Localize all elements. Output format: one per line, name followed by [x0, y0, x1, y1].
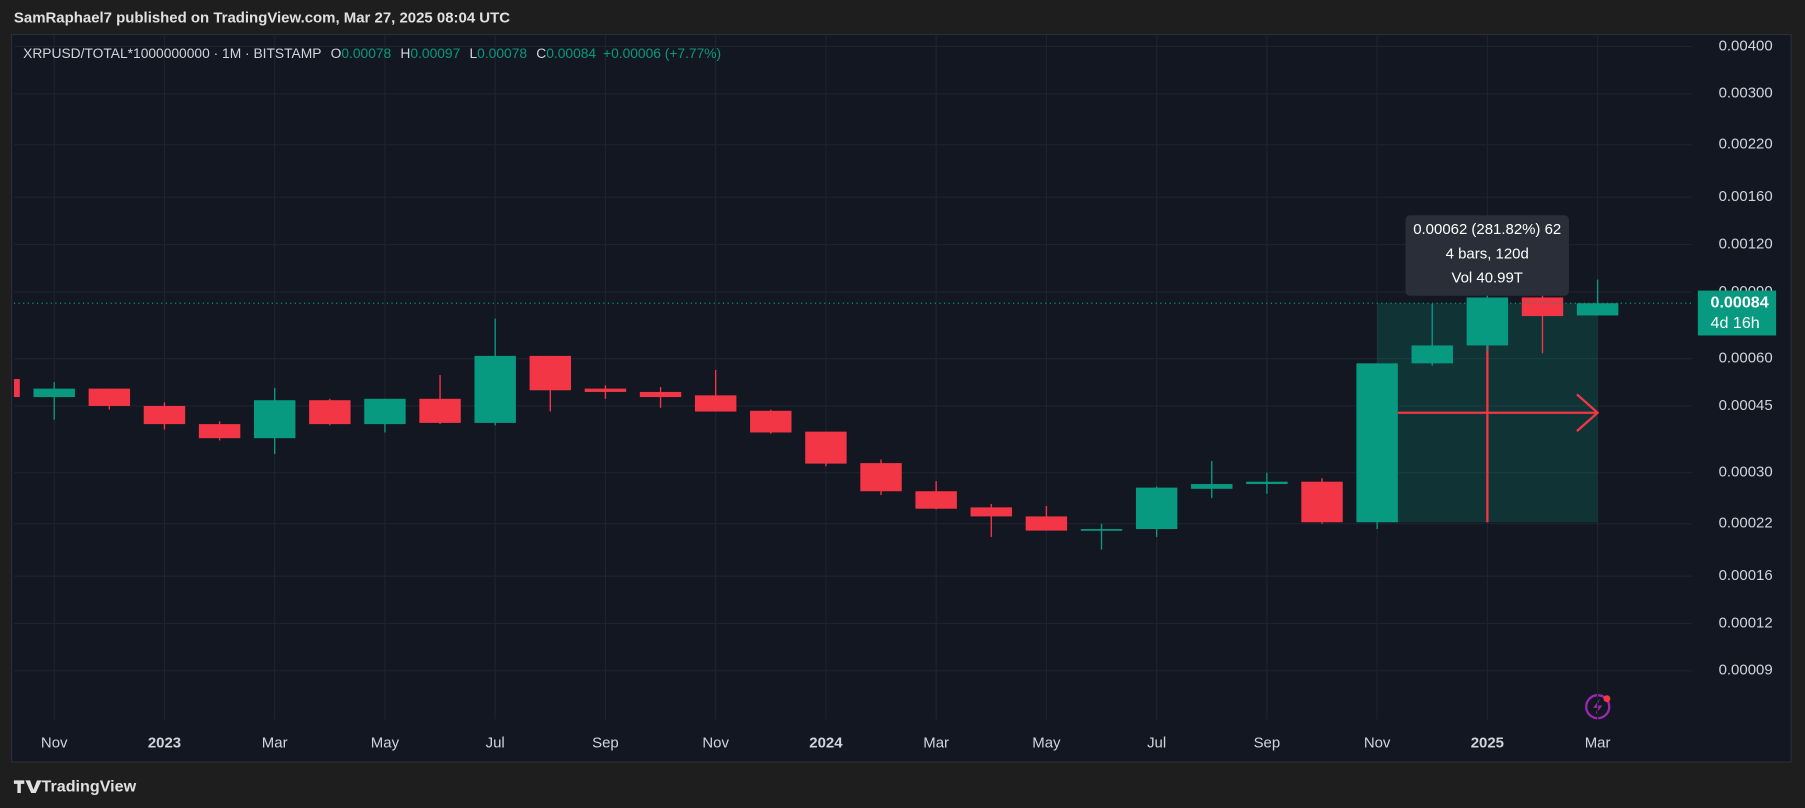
x-tick-label: Nov: [41, 734, 68, 751]
ohlc-label: L: [469, 45, 477, 61]
candle-body: [1135, 487, 1178, 530]
x-tick-label: Nov: [1364, 734, 1391, 751]
x-tick-label: Nov: [702, 734, 729, 751]
measure-tool: [1377, 303, 1600, 523]
ohlc-label: C: [536, 45, 546, 61]
candle-body: [474, 355, 516, 423]
ohlc-value: 0.00097: [410, 45, 460, 61]
candle-body: [309, 400, 351, 425]
candle-body: [33, 388, 75, 398]
candle-body: [529, 355, 572, 391]
x-tick-label: Mar: [262, 734, 288, 751]
price-label-box: [1697, 290, 1777, 336]
y-tick-label: 0.00022: [1719, 515, 1773, 532]
candle-body: [915, 491, 957, 509]
x-tick-label: Mar: [923, 734, 949, 751]
brand-logo: [13, 780, 42, 794]
candle-body: [419, 398, 461, 423]
measure-tooltip-text: 0.00062 (281.82%) 62: [1413, 221, 1561, 238]
y-tick-label: 0.00160: [1719, 188, 1773, 205]
y-tick-label: 0.00400: [1719, 37, 1773, 54]
candle-body: [88, 388, 131, 406]
x-tick-label: May: [371, 734, 400, 751]
candle-body: [970, 507, 1012, 517]
candle-body: [1080, 529, 1123, 531]
candle-body: [750, 410, 792, 433]
y-tick-label: 0.00120: [1719, 236, 1773, 253]
x-tick-label: Mar: [1585, 734, 1611, 751]
change: +0.00006 (+7.77%): [603, 45, 721, 61]
ohlc-value: 0.00078: [341, 45, 391, 61]
candle-body: [13, 379, 20, 398]
candle-body: [1301, 481, 1343, 523]
candle-body: [1576, 303, 1619, 316]
x-tick-label: 2023: [148, 734, 181, 751]
candle-body: [694, 395, 737, 412]
candle-body: [1411, 345, 1453, 364]
publisher-line: SamRaphael7 published on TradingView.com…: [14, 9, 510, 26]
candle-body: [1466, 297, 1509, 346]
candle-body: [1246, 481, 1288, 485]
y-tick-label: 0.00009: [1719, 662, 1773, 679]
countdown: 4d 16h: [1711, 314, 1760, 332]
x-tick-label: 2024: [809, 734, 843, 751]
price-label: 0.00084: [1711, 294, 1769, 312]
ohlc-value: 0.00084: [546, 45, 596, 61]
x-tick-label: May: [1032, 734, 1061, 751]
ohlc-label: H: [400, 45, 410, 61]
candle-body: [1521, 297, 1564, 317]
measure-arrowhead: [1576, 393, 1600, 433]
x-tick-label: Sep: [592, 734, 619, 751]
candle-body: [253, 400, 296, 439]
y-tick-label: 0.00300: [1719, 85, 1773, 102]
measure-tooltip-text: Vol 40.99T: [1451, 269, 1522, 286]
candle-body: [1025, 516, 1068, 531]
candle-body: [860, 463, 902, 492]
candle-body: [584, 388, 627, 392]
measure-tooltip: [1405, 215, 1569, 296]
y-tick-label: 0.00030: [1719, 464, 1773, 481]
symbol: XRPUSD/TOTAL*1000000000 · 1M · BITSTAMP: [23, 45, 321, 61]
ohlc-value: 0.00078: [477, 45, 527, 61]
x-tick-label: Jul: [1147, 734, 1166, 751]
ohlc-label: O: [331, 45, 342, 61]
candle-body: [364, 398, 406, 425]
y-tick-label: 0.00220: [1719, 136, 1773, 153]
chart-panel: [11, 33, 1792, 763]
candle-body: [1356, 363, 1398, 523]
candle-body: [805, 431, 847, 464]
y-tick-label: 0.00016: [1719, 567, 1773, 584]
y-tick-label: 0.00012: [1719, 614, 1773, 631]
x-tick-label: 2025: [1471, 734, 1504, 751]
x-tick-label: Sep: [1254, 734, 1281, 751]
candle-body: [639, 391, 682, 398]
y-tick-label: 0.00045: [1719, 397, 1773, 414]
candle-body: [1191, 484, 1233, 489]
x-tick-label: Jul: [486, 734, 505, 751]
candles: [13, 279, 1619, 550]
measure-tooltip-text: 4 bars, 120d: [1446, 245, 1529, 262]
symbol-legend: XRPUSD/TOTAL*1000000000 · 1M · BITSTAMP O…: [23, 45, 721, 61]
y-tick-label: 0.00060: [1719, 350, 1773, 367]
candle-body: [198, 424, 241, 439]
brand: TradingView: [42, 778, 137, 796]
candle-body: [143, 405, 186, 425]
